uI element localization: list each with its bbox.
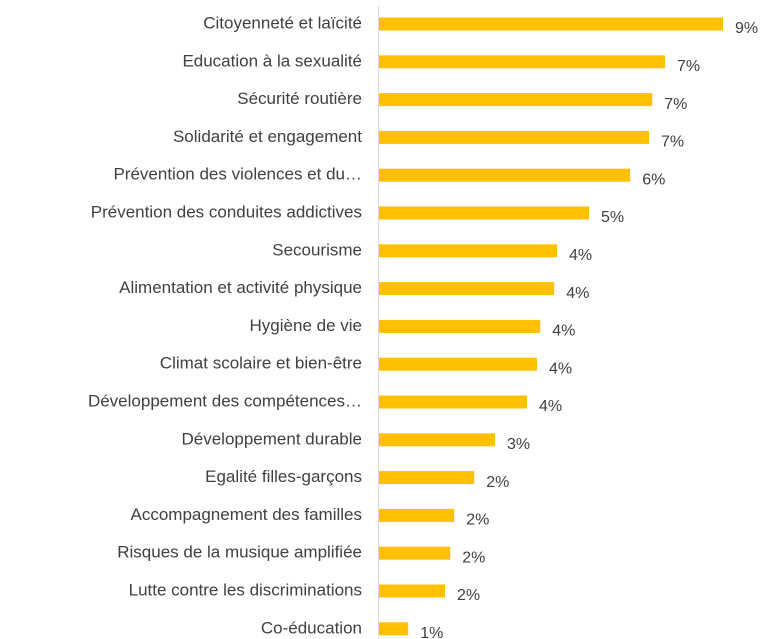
bar — [379, 17, 723, 31]
category-label: Développement des compétences… — [88, 391, 362, 410]
bar — [379, 584, 445, 598]
category-label: Secourisme — [272, 240, 362, 259]
value-label: 1% — [420, 625, 443, 639]
value-label: 7% — [677, 58, 700, 75]
value-label: 7% — [661, 134, 684, 151]
bar — [379, 282, 555, 296]
category-label: Climat scolaire et bien-être — [160, 354, 362, 373]
bar — [379, 395, 527, 409]
bar — [379, 357, 537, 371]
category-label: Hygiène de vie — [250, 316, 362, 335]
category-label: Sécurité routière — [237, 89, 362, 108]
category-label: Lutte contre les discriminations — [129, 580, 362, 599]
value-label: 4% — [549, 360, 572, 377]
value-label: 2% — [457, 587, 480, 604]
value-label: 4% — [569, 247, 592, 264]
category-label: Citoyenneté et laïcité — [203, 13, 362, 32]
value-label: 2% — [462, 549, 485, 566]
category-label: Alimentation et activité physique — [119, 278, 362, 297]
value-label: 7% — [664, 96, 687, 113]
bar — [379, 55, 665, 69]
category-label: Prévention des conduites addictives — [91, 202, 362, 221]
bar — [379, 546, 451, 560]
value-label: 4% — [566, 285, 589, 302]
bar — [379, 622, 409, 636]
category-label: Egalité filles-garçons — [205, 467, 362, 486]
value-label: 6% — [642, 171, 665, 188]
value-label: 5% — [601, 209, 624, 226]
bar — [379, 206, 589, 220]
value-label: 2% — [466, 512, 489, 529]
bar — [379, 130, 649, 144]
value-label: 4% — [539, 398, 562, 415]
bar — [379, 244, 557, 258]
category-label: Solidarité et engagement — [173, 127, 362, 146]
category-label: Education à la sexualité — [182, 51, 362, 70]
category-label: Accompagnement des familles — [130, 505, 362, 524]
bar — [379, 471, 475, 485]
value-label: 9% — [735, 20, 758, 37]
bar — [379, 433, 495, 447]
bar — [379, 319, 541, 333]
category-label: Co-éducation — [261, 618, 362, 637]
value-label: 3% — [507, 436, 530, 453]
bar — [379, 93, 653, 107]
category-label: Risques de la musique amplifiée — [117, 543, 362, 562]
category-label: Développement durable — [181, 429, 362, 448]
value-label: 4% — [552, 323, 575, 340]
value-label: 2% — [486, 474, 509, 491]
bar — [379, 168, 631, 182]
category-label: Prévention des violences et du… — [113, 165, 362, 184]
bar — [379, 508, 455, 522]
